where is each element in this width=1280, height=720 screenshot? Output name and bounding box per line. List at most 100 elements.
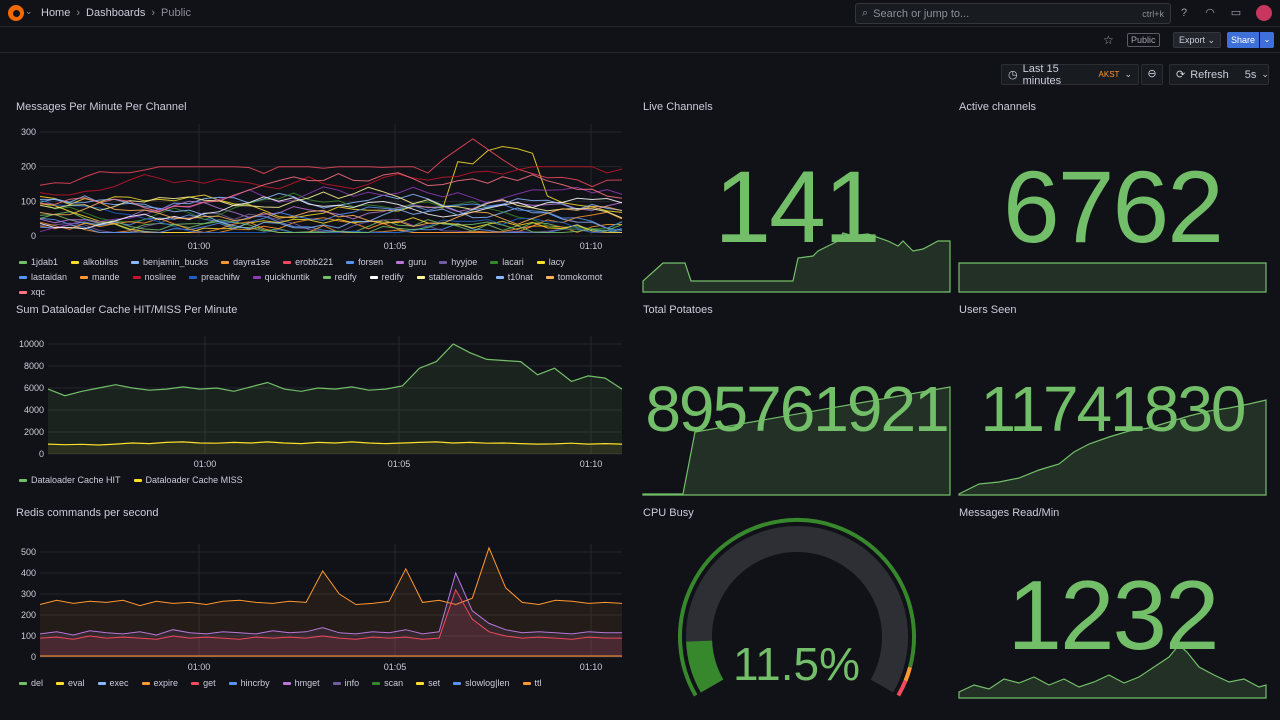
panel-title: Active channels <box>959 101 1037 113</box>
legend-label: redify <box>381 272 404 282</box>
legend-item[interactable]: erobb221 <box>283 257 333 267</box>
legend-item[interactable]: xqc <box>19 287 45 297</box>
panel-total-potatoes[interactable]: Total Potatoes 895761921 <box>642 304 951 496</box>
refresh-picker[interactable]: ⟳ Refresh 5s ⌄ <box>1169 64 1269 85</box>
legend-item[interactable]: alkoblIss <box>71 257 118 267</box>
cpu-busy-gauge <box>678 517 916 697</box>
panel-title: Messages Per Minute Per Channel <box>16 101 187 113</box>
dataloader-timeseries-chart[interactable]: 10000 8000 6000 4000 2000 0 01:00 01:05 01:10 <box>16 304 628 494</box>
breadcrumb-separator-icon: › <box>151 7 156 19</box>
series-line-hmget <box>39 571 622 636</box>
panel-users-seen[interactable]: Users Seen 11741830 <box>958 304 1267 496</box>
legend-item[interactable]: Dataloader Cache MISS <box>133 475 243 485</box>
legend-item[interactable]: Dataloader Cache HIT <box>19 475 121 485</box>
grafana-logo-icon[interactable] <box>8 5 24 21</box>
refresh-interval[interactable]: 5s <box>1244 68 1257 81</box>
series-area-hmget <box>40 573 622 657</box>
legend-swatch <box>19 260 27 264</box>
y-tick-label: 4000 <box>24 405 44 415</box>
help-icon[interactable]: ? <box>1180 7 1188 19</box>
x-tick-label: 01:05 <box>388 459 411 469</box>
legend-item[interactable]: dayra1se <box>221 257 270 267</box>
legend-item[interactable]: hyyjoe <box>439 257 477 267</box>
legend-item[interactable]: lacari <box>490 257 524 267</box>
x-tick-label: 01:10 <box>580 459 603 469</box>
live-channels-sparkline <box>642 232 951 293</box>
panel-title: Sum Dataloader Cache HIT/MISS Per Minute <box>16 304 238 316</box>
legend-item[interactable]: redify <box>369 272 404 282</box>
legend-swatch <box>252 275 261 279</box>
legend-item[interactable]: redify <box>322 272 357 282</box>
legend-item[interactable]: nosliree <box>132 272 176 282</box>
legend-item[interactable]: get <box>191 678 216 688</box>
search-input[interactable]: ⌕ Search or jump to... ctrl+k <box>855 3 1171 24</box>
export-button[interactable]: Export ⌄ <box>1173 32 1221 48</box>
legend-item[interactable]: hmget <box>282 678 320 688</box>
legend-item[interactable]: mande <box>80 272 120 282</box>
legend-item[interactable]: slowlog|len <box>453 678 510 688</box>
legend-item[interactable]: guru <box>396 257 426 267</box>
messages-timeseries-chart[interactable]: 300 200 100 0 01:00 01:05 01:10 <box>16 101 628 291</box>
legend-item[interactable]: preachifw <box>189 272 240 282</box>
y-tick-label: 400 <box>21 568 36 578</box>
users-seen-sparkline <box>958 399 1267 496</box>
chart-legend: 1jdab1 alkoblIss benjamin_bucks dayra1se ero… <box>19 257 619 297</box>
news-rss-icon[interactable]: ◠ <box>1205 7 1215 19</box>
legend-swatch <box>282 681 291 685</box>
kiosk-mode-icon[interactable]: ▭ <box>1230 7 1242 19</box>
panel-messages-per-minute[interactable]: Messages Per Minute Per Channel 300 200 10… <box>16 101 628 297</box>
legend-item[interactable]: del <box>19 678 43 688</box>
legend-swatch <box>416 275 425 279</box>
messages-read-sparkline <box>958 644 1267 699</box>
active-channels-value: 6762 <box>1003 150 1224 264</box>
panel-title: Messages Read/Min <box>959 507 1060 519</box>
legend-item[interactable]: exec <box>97 678 129 688</box>
breadcrumb-dashboards[interactable]: Dashboards <box>86 7 146 19</box>
panel-redis-commands[interactable]: Redis commands per second 500 400 300 200 10… <box>16 507 628 697</box>
breadcrumb-home[interactable]: Home <box>41 7 71 19</box>
legend-swatch <box>453 681 462 685</box>
legend-item[interactable]: stableronaldo <box>416 272 483 282</box>
y-tick-label: 300 <box>21 127 36 137</box>
legend-item[interactable]: benjamin_bucks <box>131 257 208 267</box>
redis-timeseries-chart[interactable]: 500 400 300 200 100 0 01:00 01:05 01:10 <box>16 507 628 697</box>
legend-item[interactable]: lacy <box>536 257 565 267</box>
legend-item[interactable]: quickhuntik <box>252 272 310 282</box>
legend-item[interactable]: forsen <box>346 257 383 267</box>
legend-item[interactable]: eval <box>56 678 85 688</box>
panel-live-channels[interactable]: Live Channels 141 <box>642 101 951 293</box>
legend-item[interactable]: ttl <box>522 678 542 688</box>
breadcrumb-separator-icon: › <box>76 7 81 19</box>
legend-swatch <box>56 681 65 685</box>
panel-messages-read[interactable]: Messages Read/Min 1232 <box>958 507 1267 699</box>
user-avatar[interactable] <box>1256 5 1272 21</box>
legend-label: set <box>428 678 441 688</box>
search-shortcut: ctrl+k <box>1142 8 1164 19</box>
legend-label: t10nat <box>507 272 533 282</box>
legend-swatch <box>439 260 448 264</box>
legend-item[interactable]: tomokomot <box>545 272 602 282</box>
panel-cpu-busy[interactable]: CPU Busy 11.5% <box>643 507 950 699</box>
share-button[interactable]: Share <box>1227 32 1259 48</box>
gauge-track <box>686 526 908 693</box>
legend-item[interactable]: set <box>416 678 440 688</box>
series-line-nosliree <box>39 166 623 196</box>
legend-item[interactable]: 1jdab1 <box>19 257 58 267</box>
panel-active-channels[interactable]: Active channels 6762 <box>958 101 1267 293</box>
star-icon[interactable]: ☆ <box>1103 33 1114 47</box>
legend-item[interactable]: expire <box>141 678 178 688</box>
series-area-get <box>40 589 622 657</box>
legend-item[interactable]: lastaidan <box>19 272 67 282</box>
legend-item[interactable]: hincrby <box>228 678 270 688</box>
panel-dataloader-cache[interactable]: Sum Dataloader Cache HIT/MISS Per Minute… <box>16 304 628 494</box>
chevron-down-icon[interactable]: ⌄ <box>25 6 33 16</box>
zoom-out-button[interactable]: ⊖ <box>1141 64 1163 85</box>
legend-item[interactable]: info <box>332 678 359 688</box>
legend-label: xqc <box>31 287 46 297</box>
legend-item[interactable]: scan <box>372 678 403 688</box>
refresh-button[interactable]: Refresh <box>1190 68 1229 81</box>
legend-swatch <box>228 681 237 685</box>
share-options-chevron-icon[interactable]: ⌄ <box>1260 32 1274 48</box>
time-range-picker[interactable]: ◷ Last 15 minutes AKST ⌄ <box>1001 63 1139 87</box>
legend-item[interactable]: t10nat <box>495 272 533 282</box>
